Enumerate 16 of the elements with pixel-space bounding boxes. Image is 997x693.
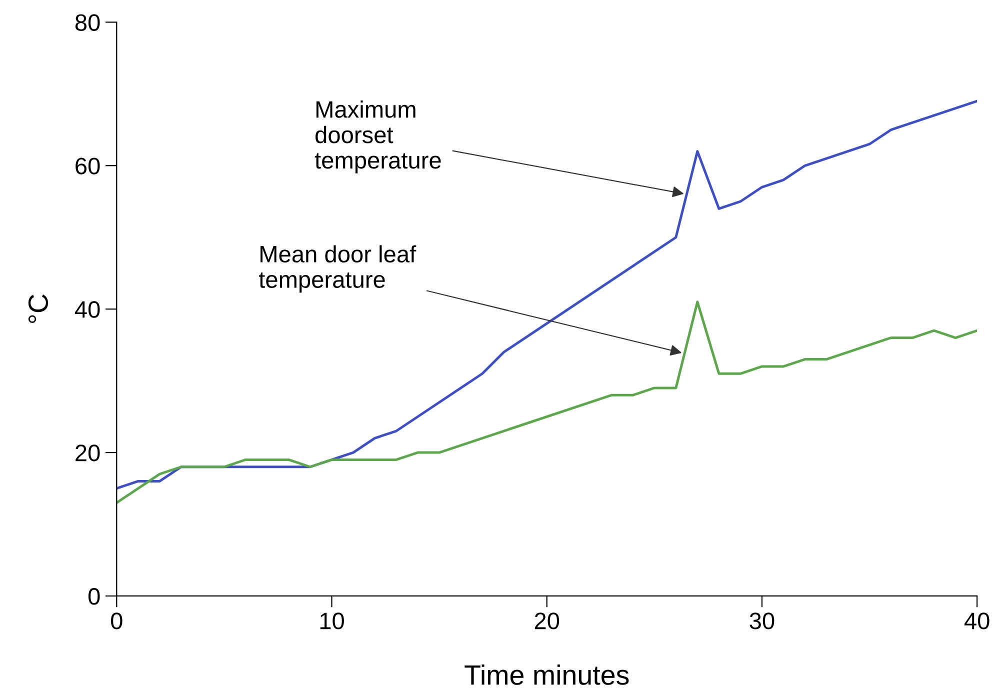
x-tick-label: 10: [320, 612, 344, 630]
y-axis-title: °C: [28, 294, 48, 324]
line-series: [116, 100, 978, 490]
annotation: Mean door leaf temperature: [258, 245, 416, 293]
annotation: Maximum doorset temperature: [314, 100, 441, 174]
y-tick-label: 80: [75, 14, 100, 31]
line-series: [116, 300, 978, 504]
x-tick-label: 40: [964, 612, 990, 630]
y-tick-label: 60: [76, 158, 100, 174]
y-tick-label: 40: [74, 301, 100, 318]
x-tick-label: 0: [111, 612, 122, 630]
y-tick-label: 20: [76, 444, 100, 462]
y-tick-label: 0: [88, 588, 100, 605]
x-tick-label: 20: [534, 612, 560, 630]
x-axis-title: Time minutes: [464, 664, 629, 685]
x-tick-label: 30: [750, 612, 774, 630]
